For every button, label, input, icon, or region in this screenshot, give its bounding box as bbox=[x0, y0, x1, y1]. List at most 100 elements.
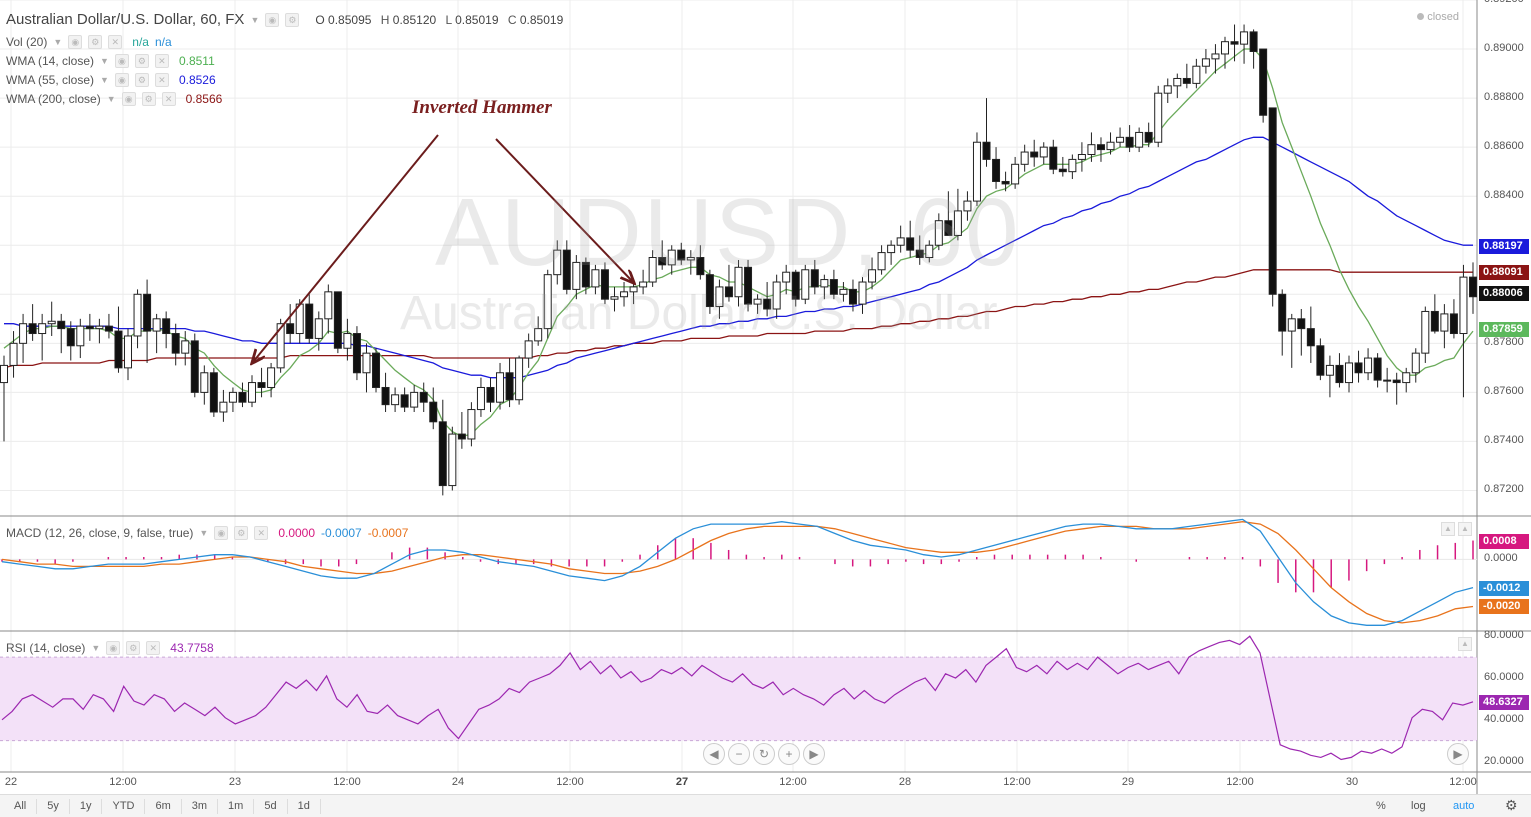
range-button-6m[interactable]: 6m bbox=[145, 798, 182, 814]
candle-body bbox=[1373, 357, 1382, 381]
caret-icon[interactable]: ▼ bbox=[199, 528, 209, 538]
close-icon[interactable]: ✕ bbox=[154, 73, 169, 87]
close-icon[interactable]: ✕ bbox=[146, 641, 161, 655]
candle-body bbox=[486, 386, 495, 403]
legend-wma55[interactable]: WMA (55, close) ▼ ◉ ⚙ ✕ 0.8526 bbox=[6, 73, 216, 87]
auto-scale-button[interactable]: auto bbox=[1453, 800, 1475, 812]
scroll-left-icon[interactable]: ◀ bbox=[703, 743, 725, 765]
candle-body bbox=[562, 249, 571, 290]
log-scale-button[interactable]: log bbox=[1411, 800, 1426, 812]
time-axis-label: 29 bbox=[1121, 776, 1135, 788]
caret-icon[interactable]: ▼ bbox=[100, 75, 109, 85]
settings-icon[interactable]: ⚙ bbox=[234, 526, 249, 540]
candle-body bbox=[1316, 345, 1325, 376]
visibility-icon[interactable]: ◉ bbox=[114, 73, 129, 87]
price-tag: 0.88091 bbox=[1479, 264, 1529, 280]
candle-body bbox=[648, 257, 657, 283]
legend-wma200[interactable]: WMA (200, close) ▼ ◉ ⚙ ✕ 0.8566 bbox=[6, 92, 223, 106]
candle-body bbox=[209, 372, 218, 413]
candle-body bbox=[257, 382, 266, 388]
settings-icon[interactable]: ⚙ bbox=[88, 35, 103, 49]
range-button-5y[interactable]: 5y bbox=[37, 798, 70, 814]
candle-body bbox=[333, 291, 342, 349]
zoom-in-icon[interactable]: + bbox=[778, 743, 800, 765]
range-button-all[interactable]: All bbox=[4, 798, 38, 814]
candle-body bbox=[1335, 364, 1344, 384]
symbol-menu-caret-icon[interactable]: ▼ bbox=[250, 14, 260, 25]
legend-vol[interactable]: Vol (20) ▼ ◉ ⚙ ✕ n/a n/a bbox=[6, 35, 172, 49]
range-button-5d[interactable]: 5d bbox=[254, 798, 288, 814]
visibility-icon[interactable]: ◉ bbox=[121, 92, 136, 106]
candle-body bbox=[925, 244, 934, 259]
settings-icon[interactable]: ⚙ bbox=[285, 12, 300, 27]
candle-body bbox=[314, 318, 323, 339]
range-button-1m[interactable]: 1m bbox=[218, 798, 255, 814]
annotation-arrow bbox=[495, 138, 633, 282]
caret-icon[interactable]: ▼ bbox=[100, 56, 109, 66]
close-icon[interactable]: ✕ bbox=[108, 35, 123, 49]
pane-maximize-icon[interactable]: ▲ bbox=[1441, 522, 1455, 536]
candle-body bbox=[1096, 144, 1105, 151]
annotation-arrow bbox=[253, 134, 439, 362]
candle-body bbox=[1173, 77, 1182, 87]
candle-body bbox=[152, 318, 161, 332]
settings-gear-icon[interactable]: ⚙ bbox=[1505, 797, 1518, 813]
candle-body bbox=[658, 257, 667, 266]
wma200-line bbox=[3, 269, 1473, 369]
pane-up-icon[interactable]: ▲ bbox=[1458, 637, 1472, 651]
candle-body bbox=[1211, 53, 1220, 60]
pane-up-icon[interactable]: ▲ bbox=[1458, 522, 1472, 536]
candle-body bbox=[200, 372, 209, 393]
scroll-right-icon[interactable]: ▶ bbox=[803, 743, 825, 765]
candle-body bbox=[1287, 318, 1296, 332]
visibility-icon[interactable]: ◉ bbox=[68, 35, 83, 49]
symbol-title[interactable]: Australian Dollar/U.S. Dollar, 60, FX bbox=[6, 11, 245, 28]
price-axis-label: 0.87600 bbox=[1484, 385, 1524, 398]
candle-body bbox=[581, 261, 590, 288]
visibility-icon[interactable]: ◉ bbox=[265, 12, 280, 27]
open-value: 0.85095 bbox=[328, 12, 372, 27]
legend-macd[interactable]: MACD (12, 26, close, 9, false, true) ▼ ◉ ⚙… bbox=[6, 526, 409, 540]
annotation-label[interactable]: Inverted Hammer bbox=[412, 97, 552, 118]
high-value: 0.85120 bbox=[392, 12, 437, 27]
range-button-3m[interactable]: 3m bbox=[182, 798, 219, 814]
candle-body bbox=[9, 342, 18, 366]
visibility-icon[interactable]: ◉ bbox=[214, 526, 229, 540]
settings-icon[interactable]: ⚙ bbox=[134, 54, 149, 68]
candle-body bbox=[801, 269, 810, 300]
candle-body bbox=[429, 401, 438, 423]
zoom-out-icon[interactable]: − bbox=[728, 743, 750, 765]
caret-icon[interactable]: ▼ bbox=[106, 94, 116, 104]
candle-body bbox=[534, 328, 543, 342]
candle-body bbox=[1240, 31, 1249, 45]
close-icon[interactable]: ✕ bbox=[254, 526, 269, 540]
range-button-ytd[interactable]: YTD bbox=[102, 798, 146, 814]
candle-body bbox=[915, 249, 924, 258]
candle-body bbox=[181, 340, 190, 354]
candle-body bbox=[0, 364, 8, 384]
macd-value-tag: -0.0020 bbox=[1479, 599, 1529, 615]
candle-body bbox=[1220, 41, 1229, 55]
settings-icon[interactable]: ⚙ bbox=[134, 73, 149, 87]
range-button-1y[interactable]: 1y bbox=[70, 798, 103, 814]
price-axis-label: 0.88800 bbox=[1484, 91, 1524, 104]
caret-icon[interactable]: ▼ bbox=[53, 37, 63, 47]
caret-icon[interactable]: ▼ bbox=[91, 643, 101, 653]
legend-rsi[interactable]: RSI (14, close) ▼ ◉ ⚙ ✕ 43.7758 bbox=[6, 641, 214, 655]
range-button-1d[interactable]: 1d bbox=[288, 798, 321, 814]
scroll-to-end-icon[interactable]: ▶ bbox=[1447, 743, 1469, 765]
candle-body bbox=[734, 266, 743, 298]
legend-wma14[interactable]: WMA (14, close) ▼ ◉ ⚙ ✕ 0.8511 bbox=[6, 54, 215, 68]
time-axis-label: 12:00 bbox=[779, 776, 807, 788]
reset-icon[interactable]: ↻ bbox=[753, 743, 775, 765]
close-icon[interactable]: ✕ bbox=[154, 54, 169, 68]
settings-icon[interactable]: ⚙ bbox=[141, 92, 156, 106]
visibility-icon[interactable]: ◉ bbox=[106, 641, 121, 655]
close-icon[interactable]: ✕ bbox=[161, 92, 176, 106]
candle-body bbox=[1440, 313, 1449, 332]
settings-icon[interactable]: ⚙ bbox=[126, 641, 141, 655]
visibility-icon[interactable]: ◉ bbox=[114, 54, 129, 68]
percent-scale-button[interactable]: % bbox=[1376, 800, 1386, 812]
candle-body bbox=[114, 330, 123, 369]
